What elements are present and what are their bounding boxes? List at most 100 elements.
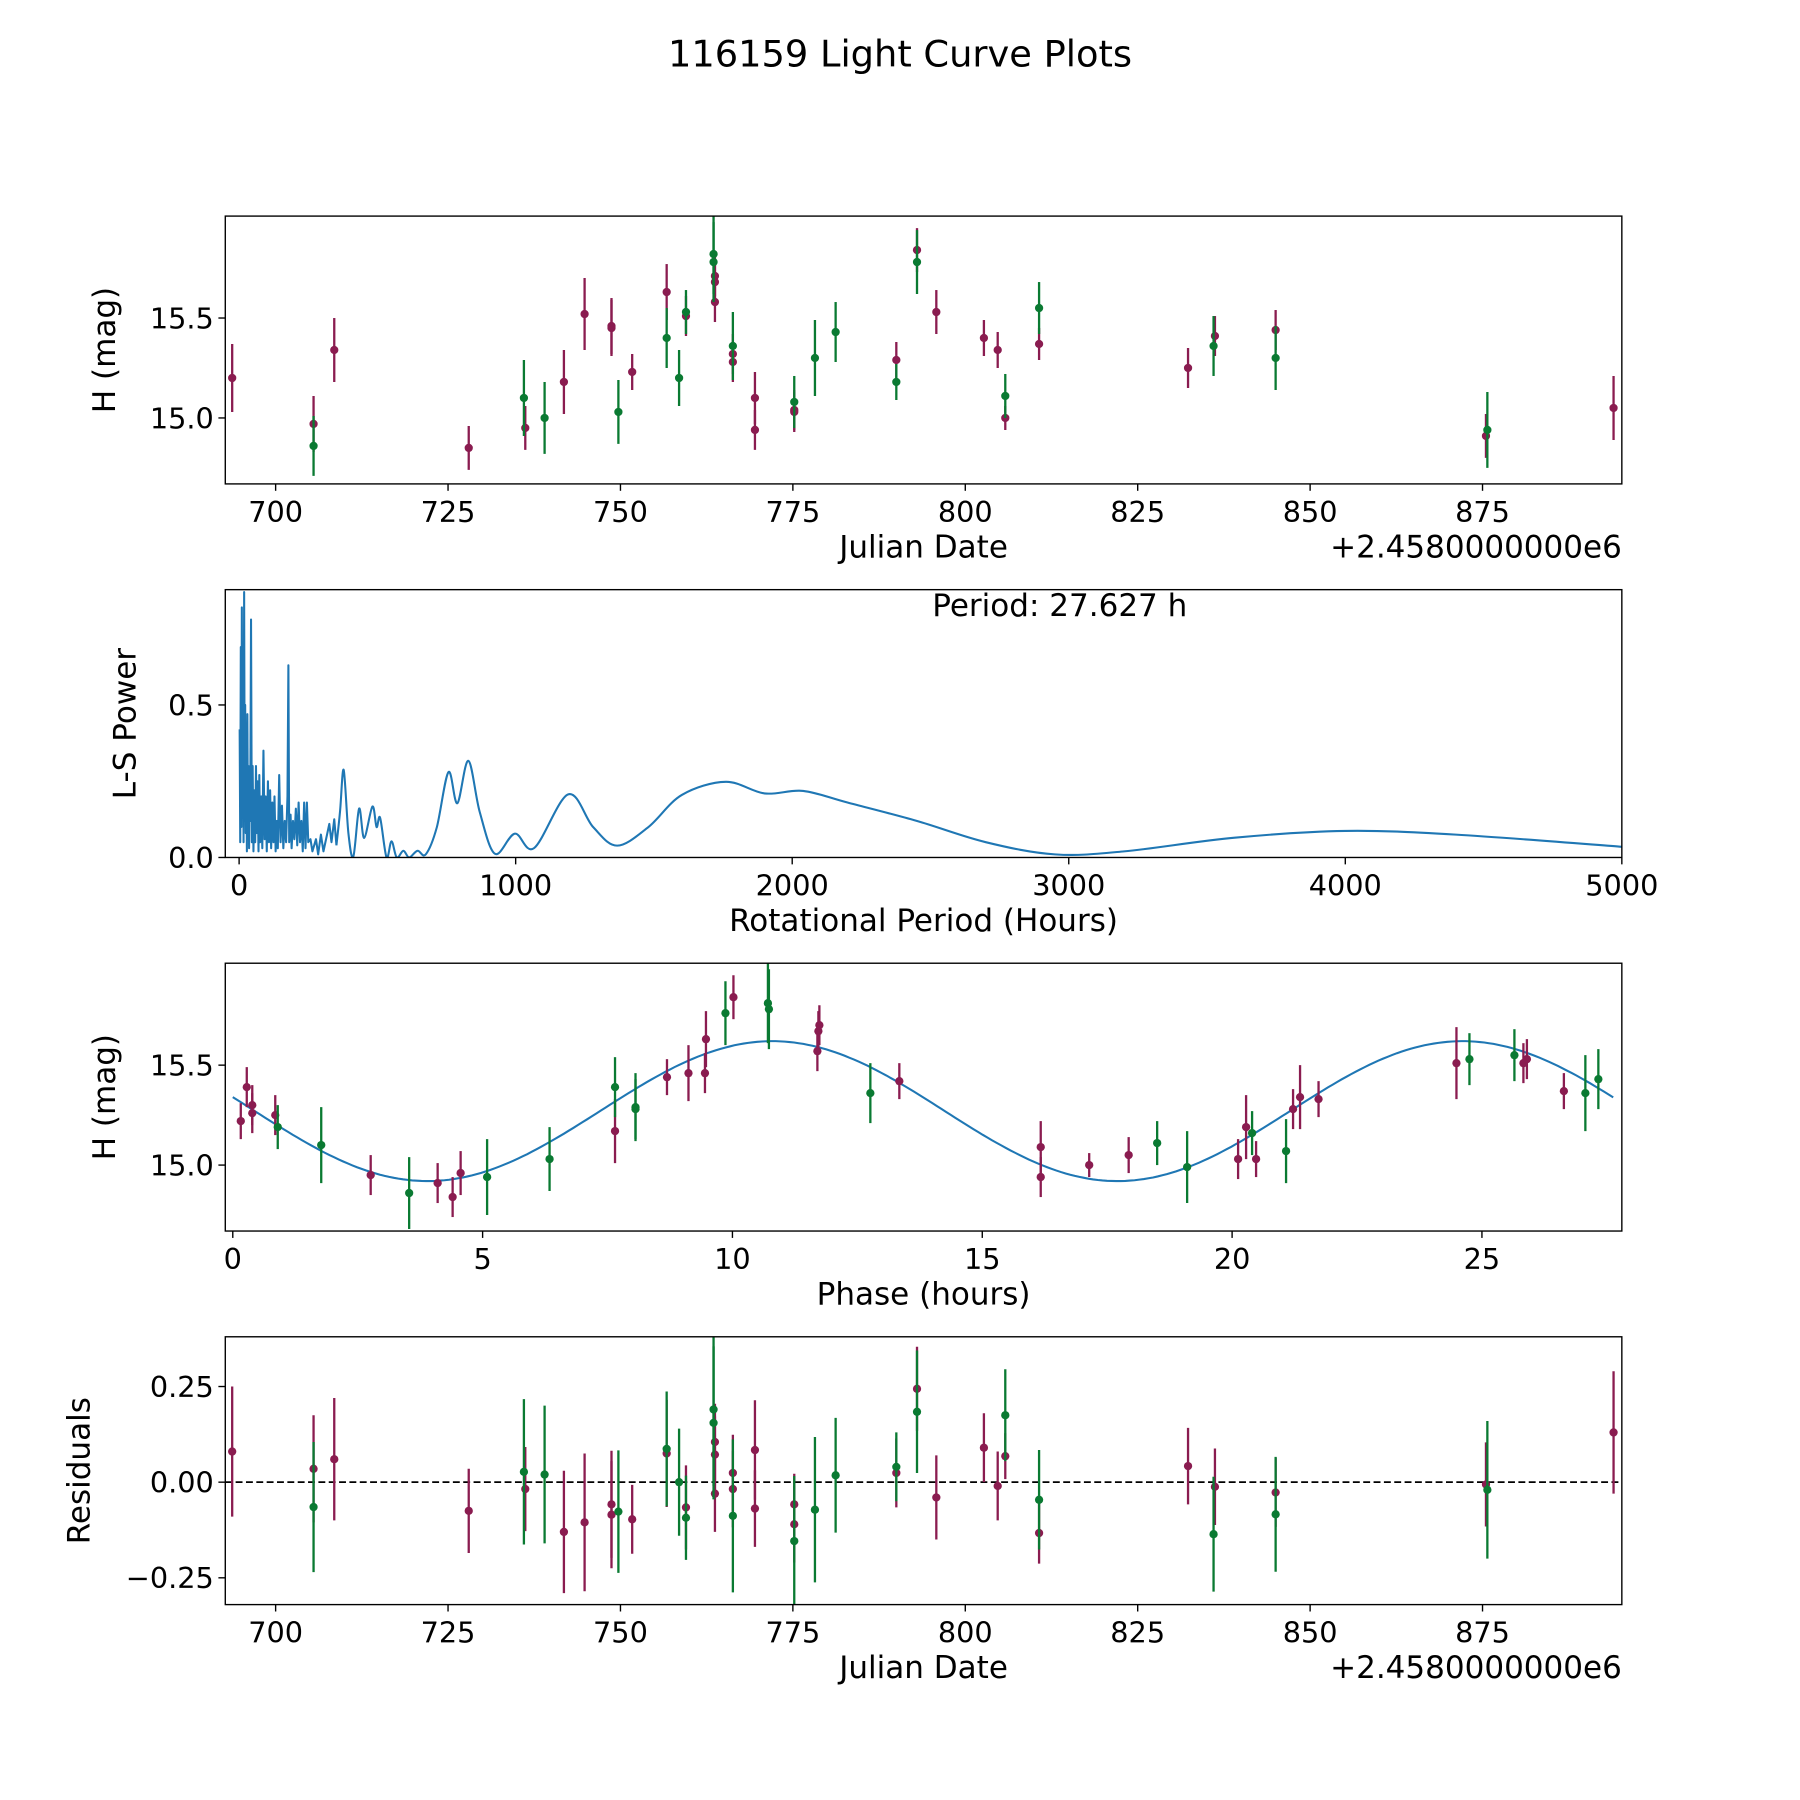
axes-frame <box>224 962 1623 1232</box>
x-tick-label: 15 <box>964 1242 1001 1276</box>
data-point-green <box>519 1467 529 1476</box>
data-point-green <box>790 397 799 407</box>
data-point-maroon <box>979 333 989 343</box>
x-tick-label: 5 <box>473 1242 491 1276</box>
data-point-maroon <box>895 1076 904 1086</box>
x-axis-label: Phase (hours) <box>817 1277 1031 1313</box>
data-point-maroon <box>750 393 760 403</box>
y-axis-label: H (mag) <box>87 287 123 413</box>
data-point-green <box>912 1407 922 1416</box>
data-point-maroon <box>1183 1461 1193 1471</box>
data-point-green <box>273 1122 282 1132</box>
periodogram-short-period-line <box>238 591 338 856</box>
data-point-green <box>892 1462 901 1472</box>
period-annotation: Period: 27.627 h <box>932 588 1187 624</box>
data-point-maroon <box>750 1504 760 1513</box>
data-point-green <box>912 257 922 267</box>
data-point-maroon <box>993 1481 1002 1491</box>
x-tick-label: 700 <box>248 495 303 529</box>
axes-frame <box>224 215 1623 485</box>
x-tick-label: 5000 <box>1585 868 1658 902</box>
x-axis-label: Rotational Period (Hours) <box>729 903 1118 939</box>
data-point-green <box>1034 303 1044 313</box>
data-point-green <box>1581 1088 1590 1098</box>
data-point-maroon <box>456 1168 465 1178</box>
x-tick-label: 725 <box>421 1616 476 1650</box>
y-tick-label: −0.25 <box>126 1561 214 1595</box>
data-point-maroon <box>628 1515 637 1524</box>
x-tick-label: 875 <box>1455 1616 1510 1650</box>
data-point-green <box>1001 1411 1010 1420</box>
data-point-maroon <box>433 1178 442 1188</box>
data-point-maroon <box>448 1192 457 1202</box>
phased-curve-panel: 0 5 10 15 20 25 15.0 15.5 Phase (hours) H (mag) <box>87 962 1623 1313</box>
data-point-maroon <box>1609 403 1618 413</box>
x-tick-label: 825 <box>1110 1616 1165 1650</box>
plot-area <box>225 1336 1622 1605</box>
x-tick-label: 750 <box>593 1616 648 1650</box>
y-tick-label: 15.5 <box>150 1048 214 1082</box>
y-tick-label: 0.00 <box>150 1466 214 1500</box>
data-point-maroon <box>1233 1154 1243 1164</box>
data-point-maroon <box>1295 1092 1305 1102</box>
x-axis-label: Julian Date <box>837 1650 1008 1686</box>
data-point-green <box>540 413 549 423</box>
data-point-maroon <box>1183 363 1193 373</box>
data-point-maroon <box>700 1069 710 1078</box>
data-point-green <box>1483 1485 1492 1494</box>
data-point-green <box>1247 1128 1257 1138</box>
data-point-maroon <box>932 307 941 317</box>
x-tick-label: 0 <box>224 1242 242 1276</box>
y-tick-label: 0.0 <box>168 841 214 875</box>
x-tick-label: 1000 <box>479 868 552 902</box>
x-tick-label: 775 <box>765 1616 820 1650</box>
data-point-green <box>545 1154 554 1164</box>
data-point-green <box>728 341 738 351</box>
x-axis-label: Julian Date <box>837 529 1008 565</box>
data-point-green <box>764 1005 774 1014</box>
data-point-maroon <box>1314 1094 1323 1104</box>
data-point-green <box>674 1478 684 1487</box>
data-point-green <box>810 1505 820 1514</box>
light-curve-panel: 700 725 750 775 800 825 850 875 15.0 15.5 Julian D… <box>87 215 1623 565</box>
data-point-green <box>1034 1495 1044 1504</box>
data-point-green <box>614 1507 623 1516</box>
residuals-panel: 700 725 750 775 800 825 850 875 −0.25 0.00 0.25 Jul… <box>62 1336 1623 1686</box>
data-point-green <box>631 1104 640 1114</box>
data-point-green <box>1281 1146 1291 1156</box>
data-point-maroon <box>1210 331 1220 341</box>
x-tick-label: 800 <box>938 495 993 529</box>
x-offset-label: +2.4580000000e6 <box>1330 1650 1622 1686</box>
data-point-green <box>831 1471 840 1480</box>
y-axis-label: L-S Power <box>108 648 144 799</box>
data-point-green <box>1153 1138 1162 1148</box>
data-point-green <box>892 377 901 387</box>
x-tick-label: 875 <box>1455 495 1510 529</box>
y-axis-label: H (mag) <box>87 1034 123 1160</box>
x-tick-label: 725 <box>421 495 476 529</box>
data-point-maroon <box>248 1108 257 1118</box>
data-point-green <box>482 1172 492 1182</box>
x-tick-label: 2000 <box>756 868 829 902</box>
data-point-maroon <box>464 443 473 453</box>
data-point-maroon <box>750 1445 760 1455</box>
data-point-maroon <box>580 1518 589 1527</box>
y-tick-label: 15.0 <box>150 1148 214 1182</box>
data-point-green <box>1209 1530 1218 1539</box>
data-point-maroon <box>521 423 530 433</box>
data-point-maroon <box>815 1021 824 1030</box>
data-point-green <box>662 333 671 343</box>
data-point-maroon <box>607 1510 616 1519</box>
x-tick-label: 850 <box>1283 1616 1338 1650</box>
data-point-maroon <box>979 1443 989 1452</box>
sinusoid-fit-line <box>232 1040 1614 1183</box>
data-point-green <box>866 1088 875 1098</box>
data-point-maroon <box>701 1035 711 1044</box>
plot-area <box>228 216 1618 476</box>
data-point-maroon <box>610 1126 620 1136</box>
x-tick-label: 10 <box>714 1242 751 1276</box>
figure-title: 116159 Light Curve Plots <box>668 33 1132 76</box>
x-tick-label: 700 <box>248 1616 303 1650</box>
data-point-maroon <box>330 345 339 355</box>
